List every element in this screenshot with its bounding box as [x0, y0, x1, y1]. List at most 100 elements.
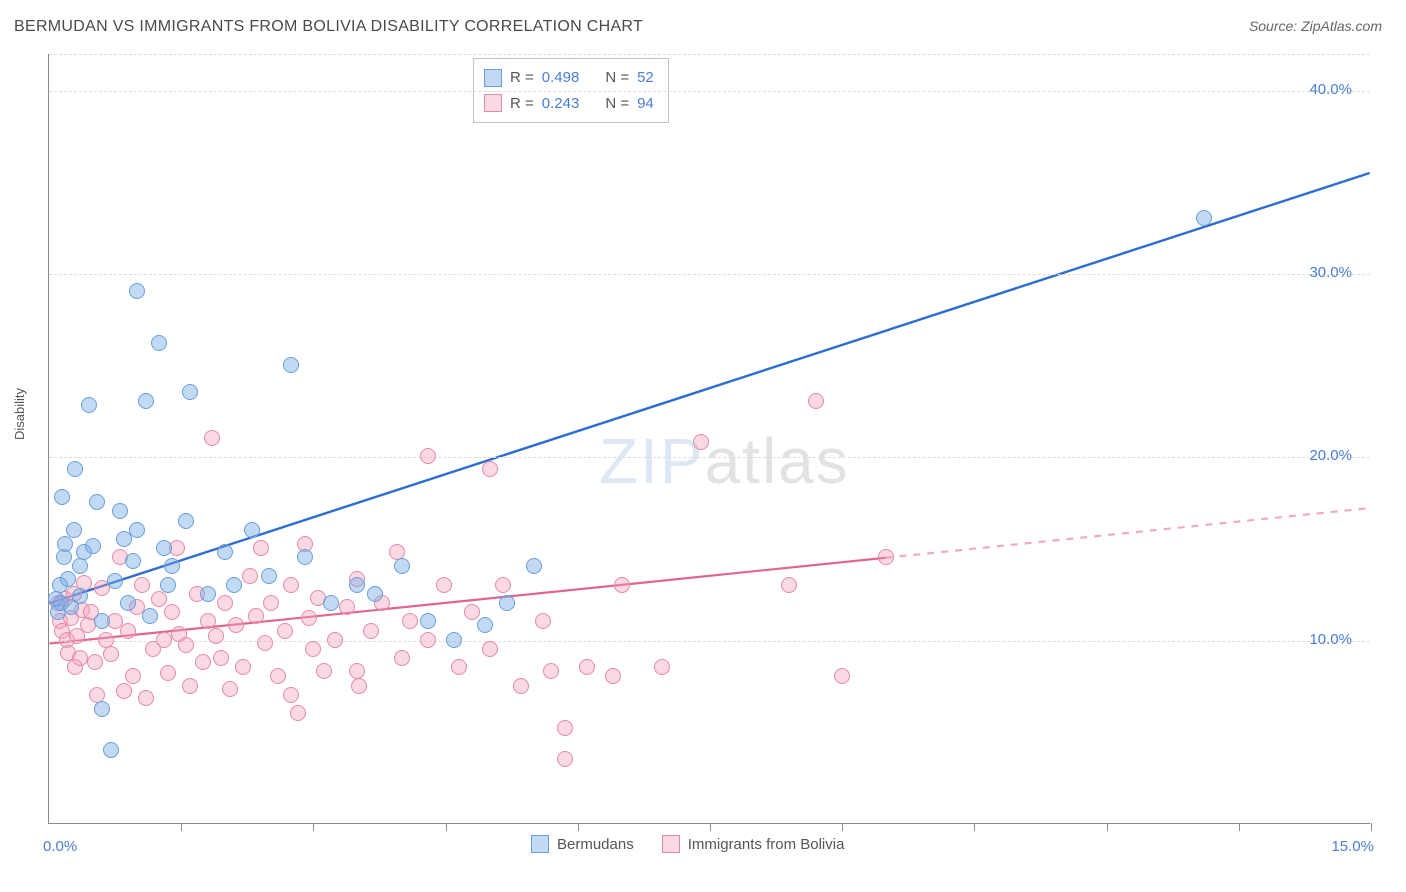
scatter-point-bolivia: [349, 663, 365, 679]
scatter-point-bolivia: [208, 628, 224, 644]
scatter-point-bolivia: [204, 430, 220, 446]
scatter-point-bolivia: [327, 632, 343, 648]
scatter-point-bolivia: [235, 659, 251, 675]
scatter-point-bermudans: [323, 595, 339, 611]
scatter-point-bolivia: [72, 650, 88, 666]
scatter-point-bolivia: [277, 623, 293, 639]
y-tick-label: 10.0%: [1309, 631, 1352, 648]
legend-item-bolivia: Immigrants from Bolivia: [662, 835, 845, 853]
scatter-point-bolivia: [614, 577, 630, 593]
scatter-point-bermudans: [129, 522, 145, 538]
scatter-point-bolivia: [228, 617, 244, 633]
scatter-point-bolivia: [781, 577, 797, 593]
scatter-point-bolivia: [242, 568, 258, 584]
scatter-point-bermudans: [446, 632, 462, 648]
scatter-point-bermudans: [94, 613, 110, 629]
bottom-legend: Bermudans Immigrants from Bolivia: [531, 835, 844, 853]
scatter-point-bolivia: [98, 632, 114, 648]
swatch-bolivia: [484, 94, 502, 112]
scatter-point-bermudans: [164, 558, 180, 574]
gridline-h: [49, 457, 1370, 458]
scatter-point-bolivia: [283, 687, 299, 703]
y-tick-label: 40.0%: [1309, 81, 1352, 98]
scatter-point-bermudans: [112, 503, 128, 519]
n-sym: N =: [605, 65, 629, 91]
x-tick: [446, 823, 447, 831]
scatter-point-bolivia: [451, 659, 467, 675]
scatter-point-bermudans: [138, 393, 154, 409]
stats-row-bermudans: R =0.498N =52: [484, 65, 654, 91]
scatter-point-bermudans: [57, 536, 73, 552]
scatter-point-bermudans: [1196, 210, 1212, 226]
scatter-point-bolivia: [213, 650, 229, 666]
scatter-point-bolivia: [151, 591, 167, 607]
r-value value: 0.243: [542, 91, 580, 117]
chart-title: BERMUDAN VS IMMIGRANTS FROM BOLIVIA DISA…: [14, 18, 643, 36]
scatter-point-bolivia: [87, 654, 103, 670]
scatter-point-bermudans: [72, 588, 88, 604]
scatter-point-bolivia: [693, 434, 709, 450]
scatter-point-bolivia: [464, 604, 480, 620]
swatch-bermudans: [484, 69, 502, 87]
scatter-point-bolivia: [178, 637, 194, 653]
scatter-point-bolivia: [316, 663, 332, 679]
scatter-point-bermudans: [499, 595, 515, 611]
scatter-point-bermudans: [349, 577, 365, 593]
scatter-point-bolivia: [808, 393, 824, 409]
scatter-point-bermudans: [129, 283, 145, 299]
scatter-point-bolivia: [834, 668, 850, 684]
scatter-point-bermudans: [160, 577, 176, 593]
scatter-point-bolivia: [248, 608, 264, 624]
trend-line-bermudans: [49, 173, 1369, 603]
x-tick: [1371, 823, 1372, 831]
chart-plot-area: ZIPatlas R =0.498N =52R =0.243N =94 Berm…: [48, 54, 1370, 824]
scatter-point-bolivia: [557, 751, 573, 767]
watermark: ZIPatlas: [599, 424, 850, 498]
scatter-point-bolivia: [557, 720, 573, 736]
watermark-left: ZIP: [599, 425, 705, 497]
scatter-point-bolivia: [182, 678, 198, 694]
scatter-point-bolivia: [217, 595, 233, 611]
scatter-point-bolivia: [120, 623, 136, 639]
scatter-point-bolivia: [482, 641, 498, 657]
scatter-point-bermudans: [72, 558, 88, 574]
x-tick: [1239, 823, 1240, 831]
scatter-point-bolivia: [134, 577, 150, 593]
n-value: 52: [637, 65, 654, 91]
scatter-point-bolivia: [200, 613, 216, 629]
trend-lines-layer: [49, 54, 1370, 823]
scatter-point-bolivia: [103, 646, 119, 662]
x-tick: [1107, 823, 1108, 831]
scatter-point-bolivia: [513, 678, 529, 694]
legend-item-bermudans: Bermudans: [531, 835, 634, 853]
scatter-point-bolivia: [301, 610, 317, 626]
scatter-point-bolivia: [436, 577, 452, 593]
x-tick: [578, 823, 579, 831]
scatter-point-bermudans: [94, 701, 110, 717]
scatter-point-bermudans: [367, 586, 383, 602]
scatter-point-bermudans: [200, 586, 216, 602]
y-tick-label: 30.0%: [1309, 264, 1352, 281]
r-sym: R =: [510, 65, 534, 91]
scatter-point-bolivia: [116, 683, 132, 699]
scatter-point-bermudans: [394, 558, 410, 574]
scatter-point-bolivia: [351, 678, 367, 694]
scatter-point-bolivia: [394, 650, 410, 666]
scatter-point-bolivia: [164, 604, 180, 620]
scatter-point-bermudans: [60, 571, 76, 587]
scatter-point-bolivia: [878, 549, 894, 565]
scatter-point-bermudans: [66, 522, 82, 538]
n-value: 94: [637, 91, 654, 117]
x-tick: [181, 823, 182, 831]
scatter-point-bolivia: [402, 613, 418, 629]
scatter-point-bolivia: [156, 632, 172, 648]
r-sym: R =: [510, 91, 534, 117]
scatter-point-bermudans: [297, 549, 313, 565]
source-name: ZipAtlas.com: [1301, 18, 1382, 34]
scatter-point-bolivia: [195, 654, 211, 670]
scatter-point-bolivia: [125, 668, 141, 684]
watermark-right: atlas: [705, 425, 850, 497]
scatter-point-bolivia: [579, 659, 595, 675]
scatter-point-bolivia: [89, 687, 105, 703]
scatter-point-bermudans: [261, 568, 277, 584]
